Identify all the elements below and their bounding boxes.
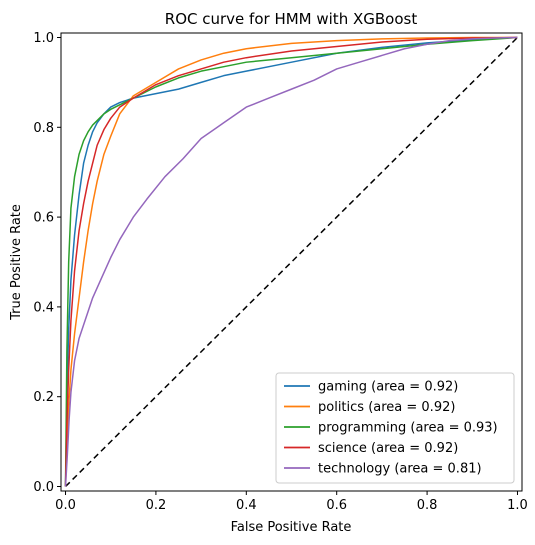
legend-label: programming (area = 0.93) bbox=[318, 421, 498, 436]
x-tick-label: 0.0 bbox=[55, 498, 76, 513]
x-tick-label: 0.8 bbox=[417, 498, 438, 513]
y-tick-label: 0.8 bbox=[33, 121, 54, 136]
x-axis-title: False Positive Rate bbox=[231, 520, 352, 535]
y-tick-label: 0.6 bbox=[33, 211, 54, 226]
y-tick-label: 0.0 bbox=[33, 480, 54, 495]
y-tick-label: 0.4 bbox=[33, 300, 54, 315]
x-tick-label: 0.2 bbox=[146, 498, 167, 513]
legend-label: gaming (area = 0.92) bbox=[318, 380, 458, 395]
legend: gaming (area = 0.92) politics (area = 0.9… bbox=[276, 373, 514, 483]
y-axis-title: True Positive Rate bbox=[9, 204, 24, 321]
x-axis: 0.0 0.2 0.4 0.6 0.8 1.0 bbox=[55, 491, 528, 513]
y-tick-label: 1.0 bbox=[33, 31, 54, 46]
legend-label: technology (area = 0.81) bbox=[318, 462, 482, 477]
y-axis: 0.0 0.2 0.4 0.6 0.8 1.0 bbox=[33, 31, 61, 495]
chart-title: ROC curve for HMM with XGBoost bbox=[165, 10, 418, 28]
x-tick-label: 0.4 bbox=[236, 498, 257, 513]
y-tick-label: 0.2 bbox=[33, 390, 54, 405]
legend-label: science (area = 0.92) bbox=[318, 441, 458, 456]
x-tick-label: 0.6 bbox=[326, 498, 347, 513]
legend-label: politics (area = 0.92) bbox=[318, 400, 455, 415]
x-tick-label: 1.0 bbox=[507, 498, 528, 513]
